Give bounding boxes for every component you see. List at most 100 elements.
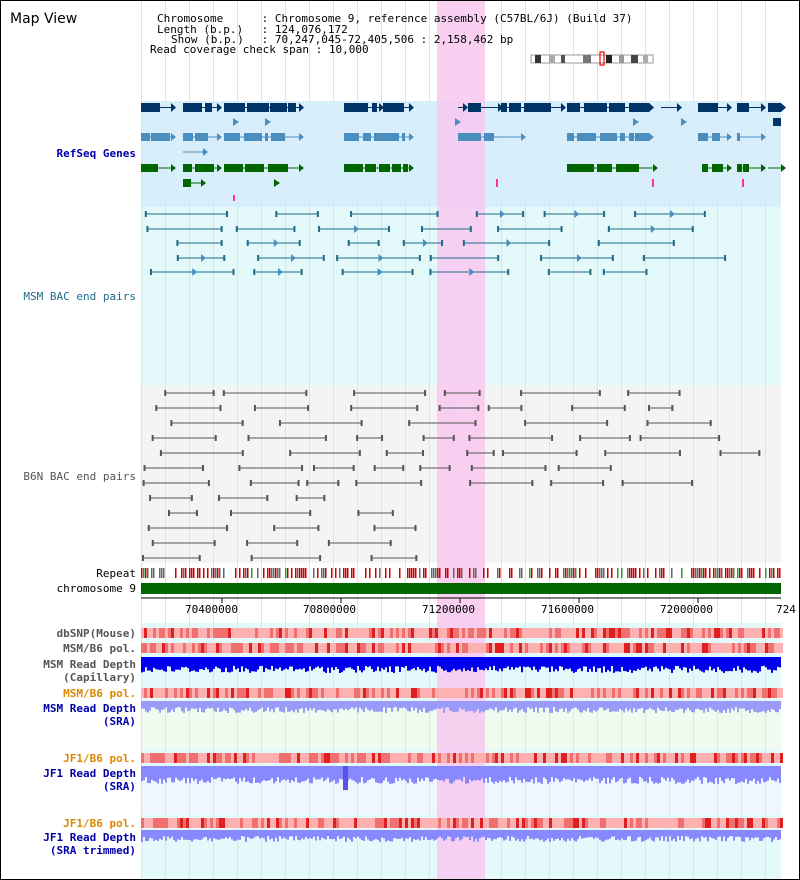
depth-bar: [383, 766, 385, 781]
depth-bar: [411, 766, 413, 783]
depth-bar: [647, 657, 649, 671]
bac-end: [381, 435, 384, 441]
pol-cell: [513, 753, 516, 763]
pol-cell: [441, 818, 444, 828]
depth-bar: [625, 657, 627, 672]
pol-cell: [696, 818, 699, 828]
pol-cell: [366, 818, 369, 828]
pol-cell: [504, 753, 507, 763]
pol-cell: [675, 818, 678, 828]
pol-cell: [144, 818, 147, 828]
depth-bar: [477, 657, 479, 668]
pol-cell: [522, 753, 525, 763]
pol-cell: [327, 753, 330, 763]
depth-bar: [737, 830, 739, 837]
gene-exon: [183, 133, 193, 141]
depth-bar: [179, 701, 181, 708]
pol-cell: [420, 643, 423, 653]
depth-bar: [593, 701, 595, 711]
depth-bar: [769, 701, 771, 712]
pol-cell: [672, 643, 675, 653]
pol-cell: [219, 753, 222, 763]
pol-cell: [282, 688, 285, 698]
depth-bar: [715, 701, 717, 712]
depth-bar: [301, 657, 303, 670]
depth-bar: [395, 701, 397, 708]
pol-cell: [588, 688, 591, 698]
depth-bar: [453, 830, 455, 842]
depth-bar: [519, 766, 521, 781]
pol-cell: [282, 643, 285, 653]
repeat-mark: [469, 568, 471, 578]
pol-cell: [288, 818, 291, 828]
pol-cell: [699, 753, 702, 763]
pol-cell: [303, 753, 306, 763]
depth-bar: [191, 830, 193, 842]
depth-bar: [761, 830, 763, 841]
pol-cell: [255, 818, 258, 828]
pol-cell: [345, 643, 348, 653]
depth-bar: [199, 701, 201, 708]
pol-cell: [735, 753, 738, 763]
bac-end: [149, 269, 152, 275]
depth-bar: [747, 701, 749, 711]
pol-cell: [429, 643, 432, 653]
pol-cell: [483, 753, 486, 763]
depth-bar: [517, 766, 519, 781]
pol-cell: [738, 643, 741, 653]
repeat-mark: [211, 568, 213, 578]
pol-cell: [678, 753, 681, 763]
pol-cell: [198, 628, 201, 638]
depth-bar: [575, 657, 577, 672]
depth-bar: [423, 766, 425, 781]
pol-cell: [402, 643, 405, 653]
pol-cell: [276, 818, 279, 828]
pol-cell: [393, 753, 396, 763]
pol-cell: [591, 643, 594, 653]
pol-cell: [714, 818, 717, 828]
depth-bar: [641, 657, 643, 668]
depth-bar: [533, 657, 535, 667]
pol-cell: [585, 628, 588, 638]
depth-bar: [327, 830, 329, 837]
depth-bar: [587, 766, 589, 781]
depth-bar: [587, 657, 589, 673]
pol-cell: [273, 643, 276, 653]
depth-bar: [499, 766, 501, 781]
track-label-b6n-bac[interactable]: B6N BAC end pairs: [23, 470, 136, 483]
depth-bar: [625, 830, 627, 841]
pol-cell: [750, 643, 753, 653]
pol-cell: [627, 818, 630, 828]
depth-bar: [569, 701, 571, 712]
depth-bar: [667, 657, 669, 669]
depth-bar: [327, 701, 329, 709]
track-label-refseq[interactable]: RefSeq Genes: [56, 147, 136, 160]
pol-cell: [690, 628, 693, 638]
depth-bar: [447, 701, 449, 708]
pol-cell: [231, 753, 234, 763]
depth-bar: [415, 701, 417, 708]
bac-end: [146, 226, 149, 232]
depth-bar: [469, 657, 471, 671]
depth-bar: [509, 701, 511, 710]
depth-bar: [683, 830, 685, 842]
track-label-msm-bac[interactable]: MSM BAC end pairs: [23, 290, 136, 303]
depth-bar: [593, 657, 595, 667]
repeat-mark: [305, 568, 307, 578]
depth-bar: [177, 830, 179, 840]
depth-bar: [209, 657, 211, 673]
repeat-mark: [727, 568, 729, 578]
bac-end: [452, 435, 455, 441]
pol-cell: [219, 688, 222, 698]
depth-bar: [777, 830, 779, 841]
pol-cell: [522, 688, 525, 698]
pol-cell: [534, 688, 537, 698]
pol-cell: [297, 643, 300, 653]
repeat-mark: [445, 568, 447, 578]
depth-bar: [563, 701, 565, 712]
depth-bar: [465, 766, 467, 784]
depth-bar: [577, 830, 579, 840]
depth-bar: [491, 766, 493, 782]
depth-bar: [511, 766, 513, 781]
